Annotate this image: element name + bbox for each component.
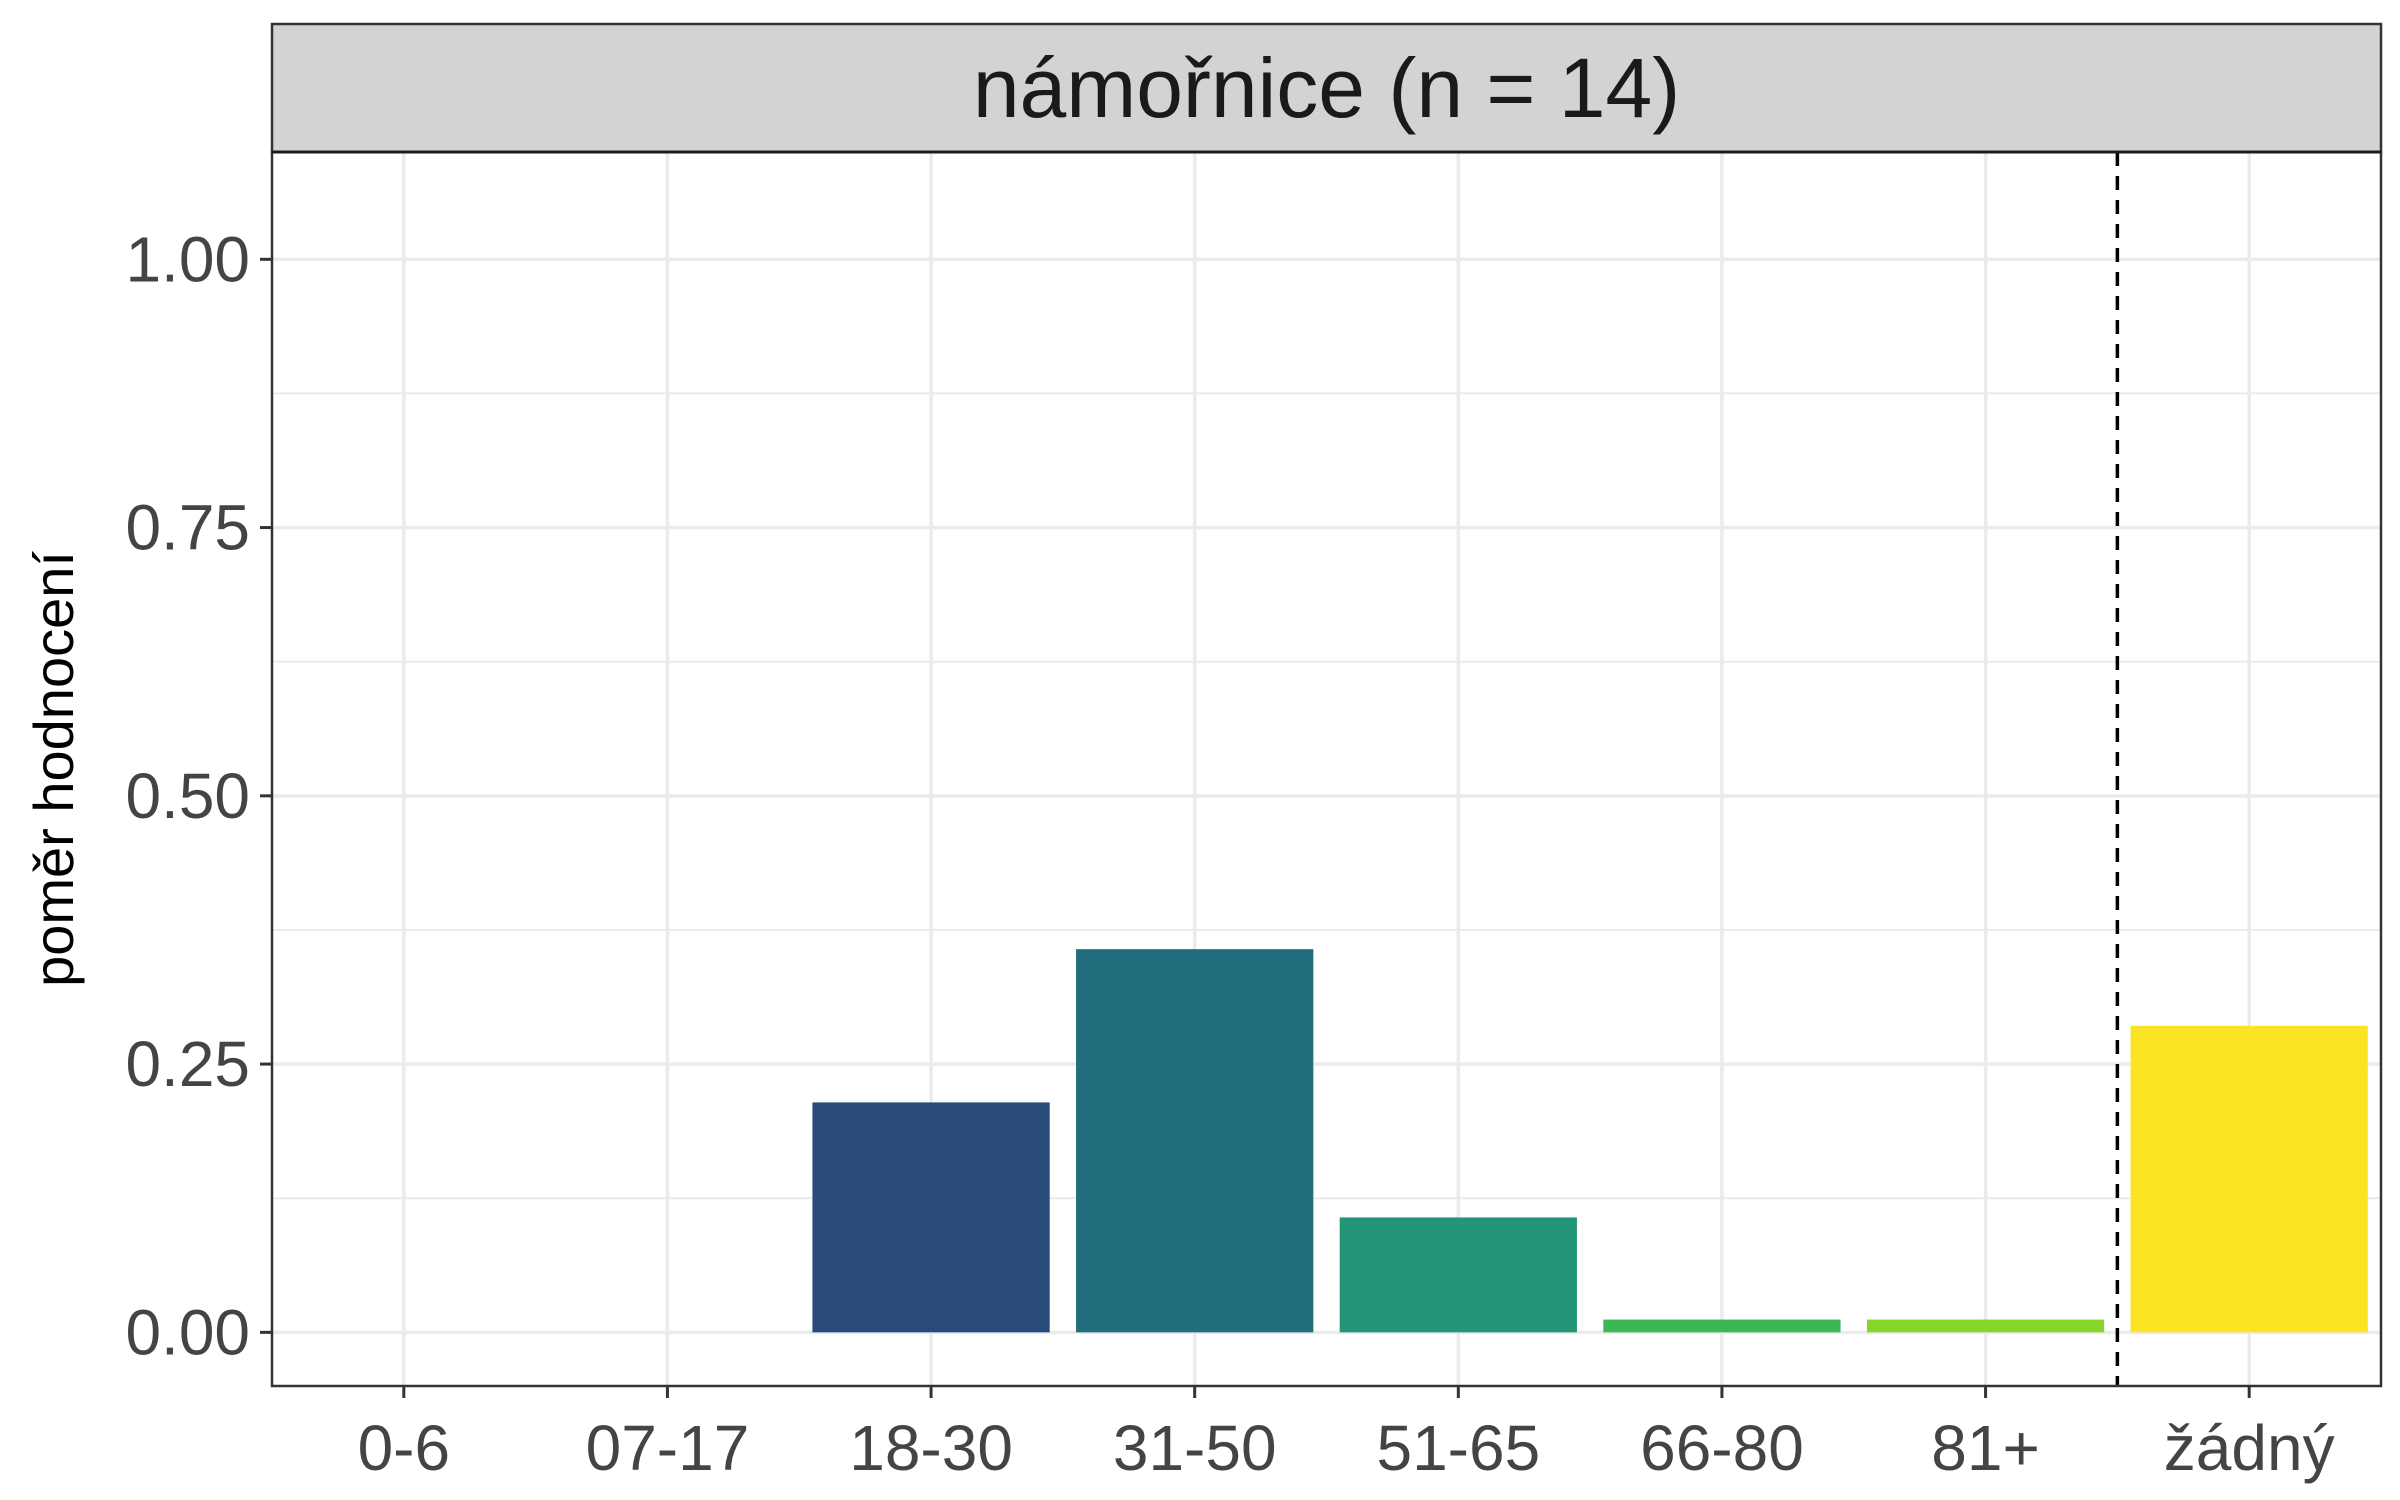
y-tick-label: 0.75 [125,492,250,564]
grid-lines [272,152,2381,1386]
x-tick-label: žádný [2164,1412,2335,1484]
y-axis: 0.00 0.25 0.50 0.75 1.00 [125,223,272,1368]
x-tick-label: 51-65 [1376,1412,1540,1484]
x-axis: 0-6 07-17 18-30 31-50 51-65 66-80 81+ žádný [358,1386,2335,1484]
bar-31-50 [1076,949,1314,1333]
y-tick-label: 0.50 [125,760,250,832]
facet-strip-background [270,22,2383,154]
x-tick-label: 0-6 [358,1412,451,1484]
bars [812,949,2368,1333]
bar-81+ [1866,1319,2105,1333]
bar-žádný [2130,1025,2368,1333]
bar-18-30 [812,1102,1050,1333]
y-tick-label: 0.25 [125,1028,250,1100]
y-tick-label: 1.00 [125,223,250,295]
x-tick-label: 18-30 [849,1412,1013,1484]
x-tick-label: 66-80 [1640,1412,1804,1484]
facet-title: námořnice (n = 14) [973,41,1680,135]
y-tick-label: 0.00 [125,1296,250,1368]
x-tick-label: 81+ [1931,1412,2040,1484]
bar-66-80 [1603,1319,1841,1333]
y-axis-title: poměr hodnocení [22,551,85,987]
x-tick-label: 07-17 [586,1412,750,1484]
bar-51-65 [1339,1217,1577,1333]
x-tick-label: 31-50 [1113,1412,1277,1484]
panel-border [270,150,2383,1388]
facet-strip: námořnice (n = 14) [270,22,2383,154]
